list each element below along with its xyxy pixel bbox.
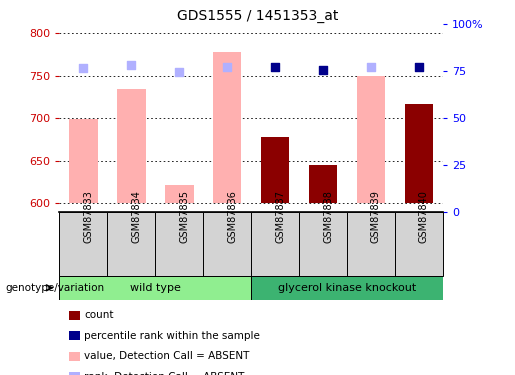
Bar xyxy=(251,212,299,276)
Text: percentile rank within the sample: percentile rank within the sample xyxy=(84,331,260,340)
Bar xyxy=(356,75,385,203)
Text: wild type: wild type xyxy=(130,283,181,293)
Bar xyxy=(117,89,146,203)
Text: genotype/variation: genotype/variation xyxy=(5,283,104,293)
Text: rank, Detection Call = ABSENT: rank, Detection Call = ABSENT xyxy=(84,372,244,375)
Text: count: count xyxy=(84,310,113,320)
Point xyxy=(127,62,135,68)
Point xyxy=(271,64,279,70)
Bar xyxy=(404,105,433,203)
Point xyxy=(223,64,231,70)
Bar xyxy=(203,212,251,276)
Point xyxy=(79,65,88,71)
Bar xyxy=(261,137,289,203)
Bar xyxy=(107,212,155,276)
Text: GSM87833: GSM87833 xyxy=(83,190,93,243)
Text: GDS1555 / 1451353_at: GDS1555 / 1451353_at xyxy=(177,9,338,23)
Point xyxy=(319,68,327,74)
Text: GSM87839: GSM87839 xyxy=(371,190,381,243)
Point xyxy=(415,64,423,70)
Point xyxy=(175,69,183,75)
Bar xyxy=(395,212,443,276)
Bar xyxy=(251,276,443,300)
Bar xyxy=(213,52,242,203)
Text: GSM87835: GSM87835 xyxy=(179,190,189,243)
Bar xyxy=(308,165,337,203)
Bar xyxy=(59,276,251,300)
Bar xyxy=(299,212,347,276)
Text: GSM87836: GSM87836 xyxy=(227,190,237,243)
Text: GSM87840: GSM87840 xyxy=(419,190,429,243)
Text: GSM87834: GSM87834 xyxy=(131,190,141,243)
Bar xyxy=(347,212,395,276)
Bar xyxy=(69,119,97,203)
Text: glycerol kinase knockout: glycerol kinase knockout xyxy=(278,283,416,293)
Point xyxy=(367,64,375,70)
Bar xyxy=(165,186,194,203)
Text: GSM87837: GSM87837 xyxy=(275,190,285,243)
Bar xyxy=(59,212,107,276)
Text: GSM87838: GSM87838 xyxy=(323,190,333,243)
Text: value, Detection Call = ABSENT: value, Detection Call = ABSENT xyxy=(84,351,249,361)
Bar xyxy=(155,212,203,276)
